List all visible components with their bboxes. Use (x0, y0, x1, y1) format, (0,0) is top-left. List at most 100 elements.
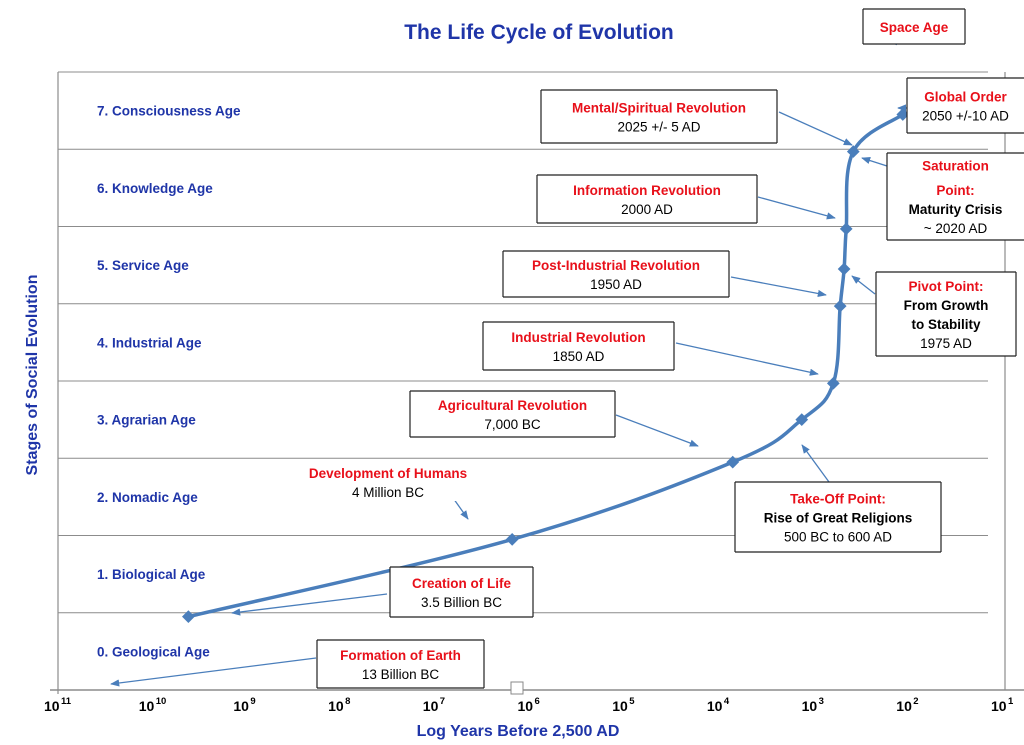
annotation-title: Point: (936, 183, 974, 198)
annotation: Space Age (862, 8, 966, 45)
evolution-curve (186, 112, 905, 619)
annotation-title: Agricultural Revolution (438, 398, 587, 413)
x-tick: 10 4 (707, 696, 730, 714)
annotation-line: ~ 2020 AD (924, 221, 988, 236)
annotation-arrow (851, 275, 876, 295)
x-tick-exponent: 11 (61, 696, 72, 707)
data-point (182, 610, 195, 623)
annotation-arrow (861, 157, 888, 167)
annotation-box (503, 251, 729, 297)
x-tick: 10 5 (612, 696, 635, 714)
annotation-title: Industrial Revolution (511, 330, 645, 345)
x-tick-label: 10 (233, 698, 249, 714)
stage-label: 1. Biological Age (97, 567, 206, 582)
y-axis-label: Stages of Social Evolution (24, 275, 41, 476)
x-tick-exponent: 2 (913, 696, 918, 707)
annotation: Formation of Earth 13 Billion BC (316, 639, 485, 689)
x-tick-exponent: 9 (250, 696, 255, 707)
annotation-line: 1850 AD (553, 349, 605, 364)
stage-label: 2. Nomadic Age (97, 490, 198, 505)
annotation: Point: Maturity Crisis ~ 2020 AD (886, 177, 1024, 241)
x-tick-label: 10 (328, 698, 344, 714)
stage-labels: 0. Geological Age 1. Biological Age 2. Nom… (97, 104, 241, 660)
annotation-arrow (110, 657, 317, 687)
annotation-title: Pivot Point: (909, 279, 984, 294)
annotation: Agricultural Revolution 7,000 BC (409, 390, 616, 438)
annotation-line: 2000 AD (621, 202, 673, 217)
x-tick-label: 10 (139, 698, 155, 714)
annotation: Development of Humans 4 Million BC (283, 463, 493, 501)
annotation-arrow (675, 342, 819, 376)
annotation-line: Rise of Great Religions (764, 511, 913, 526)
stage-label: 4. Industrial Age (97, 335, 202, 350)
annotation-box (483, 322, 674, 370)
annotation-title: Space Age (880, 20, 949, 35)
annotation-box (390, 567, 533, 617)
stage-label: 6. Knowledge Age (97, 181, 213, 196)
x-tick: 10 6 (518, 696, 540, 714)
chart-title: The Life Cycle of Evolution (404, 21, 674, 44)
annotation-line: 2025 +/- 5 AD (618, 120, 701, 135)
x-tick: 10 2 (896, 696, 918, 714)
x-tick-labels: 10 11 10 10 10 9 10 8 10 7 10 6 10 5 10 4 10 3 10 2 10 1 (44, 696, 1014, 714)
annotation-title: Take-Off Point: (790, 492, 886, 507)
annotation-title: Formation of Earth (340, 648, 461, 663)
data-point (833, 299, 847, 313)
annotation-line: 500 BC to 600 AD (784, 530, 892, 545)
annotation-title: Information Revolution (573, 183, 721, 198)
x-tick: 10 10 (139, 696, 167, 714)
annotation-line: 4 Million BC (352, 485, 424, 500)
annotation-title: Post-Industrial Revolution (532, 258, 700, 273)
annotation-line: Maturity Crisis (909, 202, 1003, 217)
annotation-boxes: Space Age Global Order 2050 +/-10 AD Mental… (283, 8, 1024, 689)
annotation-line: From Growth (904, 298, 989, 313)
annotation-title: Development of Humans (309, 466, 467, 481)
annotation-line: to Stability (911, 317, 980, 332)
x-tick: 10 11 (44, 696, 72, 714)
x-tick-label: 10 (802, 698, 818, 714)
annotation: Post-Industrial Revolution 1950 AD (502, 250, 730, 298)
annotation-line: 1950 AD (590, 277, 642, 292)
x-tick-label: 10 (44, 698, 60, 714)
data-point (826, 376, 840, 390)
annotation-arrow (801, 444, 830, 483)
stage-label: 0. Geological Age (97, 644, 210, 659)
annotation-box (735, 482, 941, 552)
x-tick-label: 10 (612, 698, 628, 714)
annotation-box (887, 177, 1024, 240)
x-tick-label: 10 (518, 698, 534, 714)
annotation-title: Saturation (922, 159, 989, 174)
x-tick-exponent: 5 (629, 696, 635, 707)
plot-resize-handle[interactable] (510, 681, 524, 695)
annotation-title: Global Order (924, 90, 1007, 105)
x-tick-exponent: 8 (345, 696, 350, 707)
annotation-box (887, 153, 1024, 177)
annotation-line: 13 Billion BC (362, 667, 440, 682)
annotation-box (907, 78, 1024, 133)
annotation-arrow (231, 593, 388, 616)
annotation: Saturation (886, 152, 1024, 177)
annotation-arrow (615, 414, 699, 447)
annotation: Global Order 2050 +/-10 AD (906, 77, 1024, 134)
x-tick-exponent: 10 (156, 696, 167, 707)
x-tick-exponent: 1 (1008, 696, 1014, 707)
annotation-box (863, 9, 965, 44)
x-tick-label: 10 (707, 698, 723, 714)
x-tick: 10 1 (991, 696, 1014, 714)
annotation: Information Revolution 2000 AD (536, 174, 758, 224)
annotation-box (537, 175, 757, 223)
annotation-box (283, 463, 493, 501)
annotation-arrow (757, 196, 836, 220)
annotation-line: 2050 +/-10 AD (922, 109, 1009, 124)
x-tick-label: 10 (896, 698, 912, 714)
annotation-box (541, 90, 777, 143)
annotation: Mental/Spiritual Revolution 2025 +/- 5 AD (540, 89, 778, 144)
annotation-title: Mental/Spiritual Revolution (572, 101, 746, 116)
annotation-box (410, 391, 615, 437)
stage-label: 5. Service Age (97, 258, 189, 273)
annotation-line: 7,000 BC (484, 417, 541, 432)
data-point (839, 222, 853, 236)
x-tick-exponent: 4 (724, 696, 730, 707)
